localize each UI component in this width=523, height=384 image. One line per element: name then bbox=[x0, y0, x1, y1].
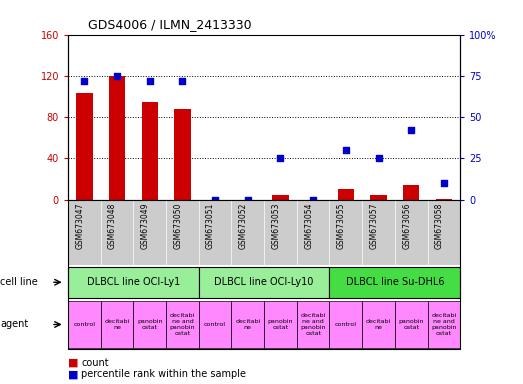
Text: GSM673058: GSM673058 bbox=[435, 203, 444, 249]
Text: control: control bbox=[335, 322, 357, 327]
Text: panobin
ostat: panobin ostat bbox=[399, 319, 424, 330]
Bar bbox=[395, 301, 428, 348]
Point bbox=[276, 156, 285, 162]
Text: GSM673055: GSM673055 bbox=[337, 203, 346, 250]
Bar bbox=[436, 199, 452, 200]
Text: GSM673056: GSM673056 bbox=[402, 203, 411, 250]
Text: ■: ■ bbox=[68, 358, 78, 368]
Point bbox=[309, 197, 317, 203]
Bar bbox=[174, 109, 190, 200]
Bar bbox=[199, 267, 329, 298]
Bar bbox=[133, 301, 166, 348]
Text: control: control bbox=[73, 322, 95, 327]
Point bbox=[145, 78, 154, 84]
Bar bbox=[329, 267, 460, 298]
Text: count: count bbox=[81, 358, 109, 368]
Text: GSM673051: GSM673051 bbox=[206, 203, 215, 249]
Point bbox=[244, 197, 252, 203]
Bar bbox=[142, 102, 158, 200]
Bar bbox=[370, 195, 386, 200]
Bar bbox=[264, 301, 297, 348]
Bar bbox=[272, 195, 289, 200]
Bar bbox=[76, 93, 93, 200]
Text: GSM673047: GSM673047 bbox=[75, 203, 84, 250]
Text: GSM673048: GSM673048 bbox=[108, 203, 117, 249]
Text: control: control bbox=[204, 322, 226, 327]
Text: DLBCL line OCI-Ly10: DLBCL line OCI-Ly10 bbox=[214, 277, 314, 287]
Point bbox=[440, 180, 448, 186]
Bar bbox=[297, 301, 329, 348]
Text: GDS4006 / ILMN_2413330: GDS4006 / ILMN_2413330 bbox=[88, 18, 251, 31]
Bar bbox=[428, 301, 460, 348]
Text: ■: ■ bbox=[68, 369, 78, 379]
Text: decitabi
ne and
panobin
ostat: decitabi ne and panobin ostat bbox=[431, 313, 457, 336]
Bar bbox=[68, 267, 199, 298]
Text: GSM673050: GSM673050 bbox=[174, 203, 183, 250]
Text: percentile rank within the sample: percentile rank within the sample bbox=[81, 369, 246, 379]
Text: panobin
ostat: panobin ostat bbox=[137, 319, 163, 330]
Bar bbox=[231, 301, 264, 348]
Text: GSM673049: GSM673049 bbox=[141, 203, 150, 250]
Text: GSM673054: GSM673054 bbox=[304, 203, 313, 250]
Text: decitabi
ne and
panobin
ostat: decitabi ne and panobin ostat bbox=[300, 313, 326, 336]
Text: DLBCL line Su-DHL6: DLBCL line Su-DHL6 bbox=[346, 277, 444, 287]
Text: cell line: cell line bbox=[0, 277, 38, 287]
Text: decitabi
ne: decitabi ne bbox=[235, 319, 260, 330]
Point bbox=[374, 156, 383, 162]
Bar bbox=[109, 76, 125, 200]
Text: GSM673053: GSM673053 bbox=[271, 203, 280, 250]
Point bbox=[113, 73, 121, 79]
Text: decitabi
ne: decitabi ne bbox=[366, 319, 391, 330]
Point bbox=[407, 127, 415, 133]
Text: GSM673052: GSM673052 bbox=[239, 203, 248, 249]
Bar bbox=[362, 301, 395, 348]
Bar bbox=[100, 301, 133, 348]
Bar bbox=[403, 185, 419, 200]
Bar bbox=[329, 301, 362, 348]
Text: agent: agent bbox=[0, 319, 28, 329]
Text: DLBCL line OCI-Ly1: DLBCL line OCI-Ly1 bbox=[87, 277, 180, 287]
Bar bbox=[68, 301, 100, 348]
Text: panobin
ostat: panobin ostat bbox=[268, 319, 293, 330]
Bar bbox=[166, 301, 199, 348]
Bar bbox=[199, 301, 231, 348]
Text: GSM673057: GSM673057 bbox=[370, 203, 379, 250]
Text: decitabi
ne: decitabi ne bbox=[105, 319, 130, 330]
Bar bbox=[338, 189, 354, 200]
Point bbox=[342, 147, 350, 153]
Text: decitabi
ne and
panobin
ostat: decitabi ne and panobin ostat bbox=[169, 313, 195, 336]
Point bbox=[178, 78, 187, 84]
Point bbox=[211, 197, 219, 203]
Point bbox=[80, 78, 88, 84]
